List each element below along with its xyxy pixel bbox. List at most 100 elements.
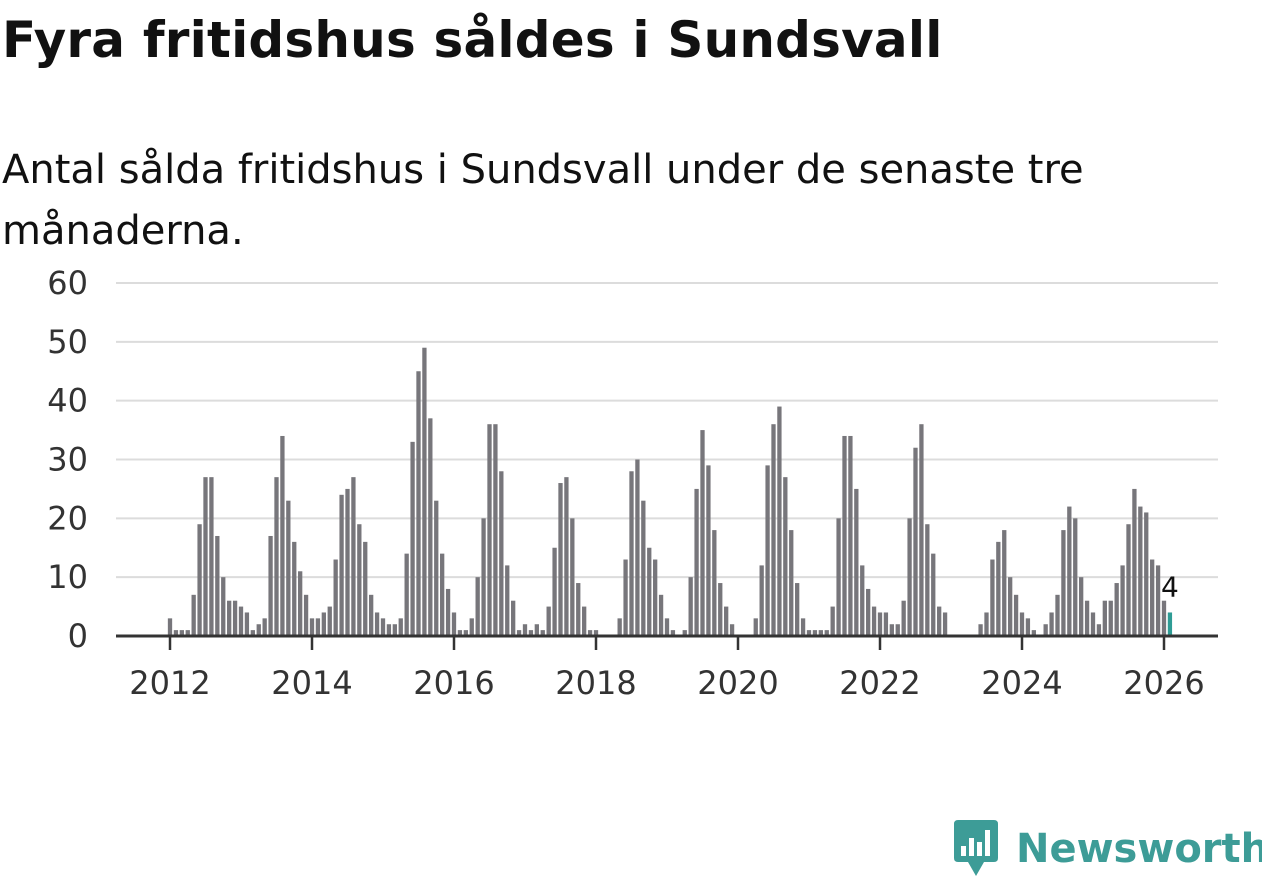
- bar: [558, 483, 563, 636]
- chart-subtitle: Antal sålda fritidshus i Sundsvall under…: [2, 147, 1084, 254]
- bar: [664, 618, 670, 636]
- bar: [392, 624, 397, 636]
- bar: [1031, 630, 1036, 636]
- bar: [1132, 488, 1137, 636]
- bar: [309, 618, 315, 636]
- bar: [422, 347, 427, 636]
- bar: [593, 630, 599, 636]
- bar: [227, 600, 232, 636]
- bar: [635, 459, 640, 636]
- newsworthy-logo-icon: [954, 820, 998, 876]
- bar: [369, 594, 374, 636]
- bar: [398, 618, 403, 636]
- bar: [1120, 565, 1125, 636]
- bar: [386, 624, 392, 636]
- bar: [238, 606, 244, 636]
- bar: [315, 618, 321, 636]
- bar: [795, 583, 800, 636]
- bar: [546, 606, 551, 636]
- bar: [942, 612, 948, 636]
- bar: [256, 624, 261, 636]
- bar: [1090, 612, 1096, 636]
- bar: [658, 594, 664, 636]
- bar: [1084, 600, 1090, 636]
- bar: [1049, 612, 1054, 636]
- bar: [842, 435, 847, 636]
- bar: [931, 553, 936, 636]
- bar: [629, 471, 634, 636]
- bar: [712, 530, 717, 636]
- bar: [759, 565, 764, 636]
- bar: [913, 447, 918, 636]
- bar: [167, 618, 173, 636]
- bar: [303, 594, 309, 636]
- bar: [1096, 624, 1102, 636]
- bar: [919, 424, 924, 636]
- bar: [292, 541, 297, 636]
- bar: [653, 559, 658, 636]
- bar: [274, 477, 279, 636]
- bar: [700, 430, 705, 636]
- bar: [327, 606, 332, 636]
- bar: [1114, 583, 1119, 636]
- bar: [848, 435, 853, 636]
- bar: [463, 630, 468, 636]
- y-tick-label: 40: [47, 382, 88, 420]
- bar: [990, 559, 995, 636]
- bar: [895, 624, 900, 636]
- y-tick-label: 50: [47, 323, 88, 361]
- bar: [1144, 512, 1149, 636]
- bar: [203, 477, 208, 636]
- bar: [1138, 506, 1143, 636]
- bar: [818, 630, 823, 636]
- bar: [587, 630, 593, 636]
- bar: [534, 624, 539, 636]
- bar: [416, 371, 421, 636]
- y-tick-label: 20: [47, 499, 88, 537]
- bar: [345, 488, 350, 636]
- bar: [440, 553, 445, 636]
- bar: [1067, 506, 1072, 636]
- bar: [854, 488, 859, 636]
- bar: [688, 577, 693, 636]
- bar: [1019, 612, 1025, 636]
- bar: [179, 630, 184, 636]
- bar: [185, 630, 190, 636]
- page-title: Fyra fritidshus såldes i Sundsvall: [2, 11, 943, 69]
- bars: [167, 347, 1173, 636]
- bar: [800, 618, 806, 636]
- bar: [487, 424, 492, 636]
- bar: [889, 624, 894, 636]
- bar: [374, 612, 380, 636]
- bar: [647, 547, 652, 636]
- bar: [522, 624, 528, 636]
- x-tick-label: 2020: [697, 664, 778, 702]
- bar: [641, 500, 646, 636]
- bar-latest: [1167, 612, 1173, 636]
- brand: Newsworthy: [950, 818, 1262, 880]
- bar: [670, 630, 676, 636]
- bar: [250, 630, 255, 636]
- bar: [298, 571, 303, 636]
- bar: [570, 518, 575, 636]
- bar: [215, 535, 220, 636]
- bar: [824, 630, 829, 636]
- bar: [860, 565, 865, 636]
- bar: [706, 465, 711, 636]
- bar: [753, 618, 758, 636]
- bar: [1025, 618, 1031, 636]
- x-tick-label: 2018: [555, 664, 636, 702]
- brand-name: Newsworthy: [1016, 826, 1262, 872]
- bar: [729, 624, 735, 636]
- bar: [451, 612, 457, 636]
- bar: [978, 624, 983, 636]
- bar: [996, 541, 1001, 636]
- bar: [771, 424, 776, 636]
- bar: [475, 577, 480, 636]
- x-axis-ticks: 2012 2014 2016 2018 2020 2022 2024 2026: [129, 636, 1205, 702]
- last-value-annotation: 4: [1161, 570, 1179, 603]
- bar: [1126, 524, 1131, 636]
- bar: [789, 530, 794, 636]
- bar: [428, 418, 433, 636]
- bar: [363, 541, 368, 636]
